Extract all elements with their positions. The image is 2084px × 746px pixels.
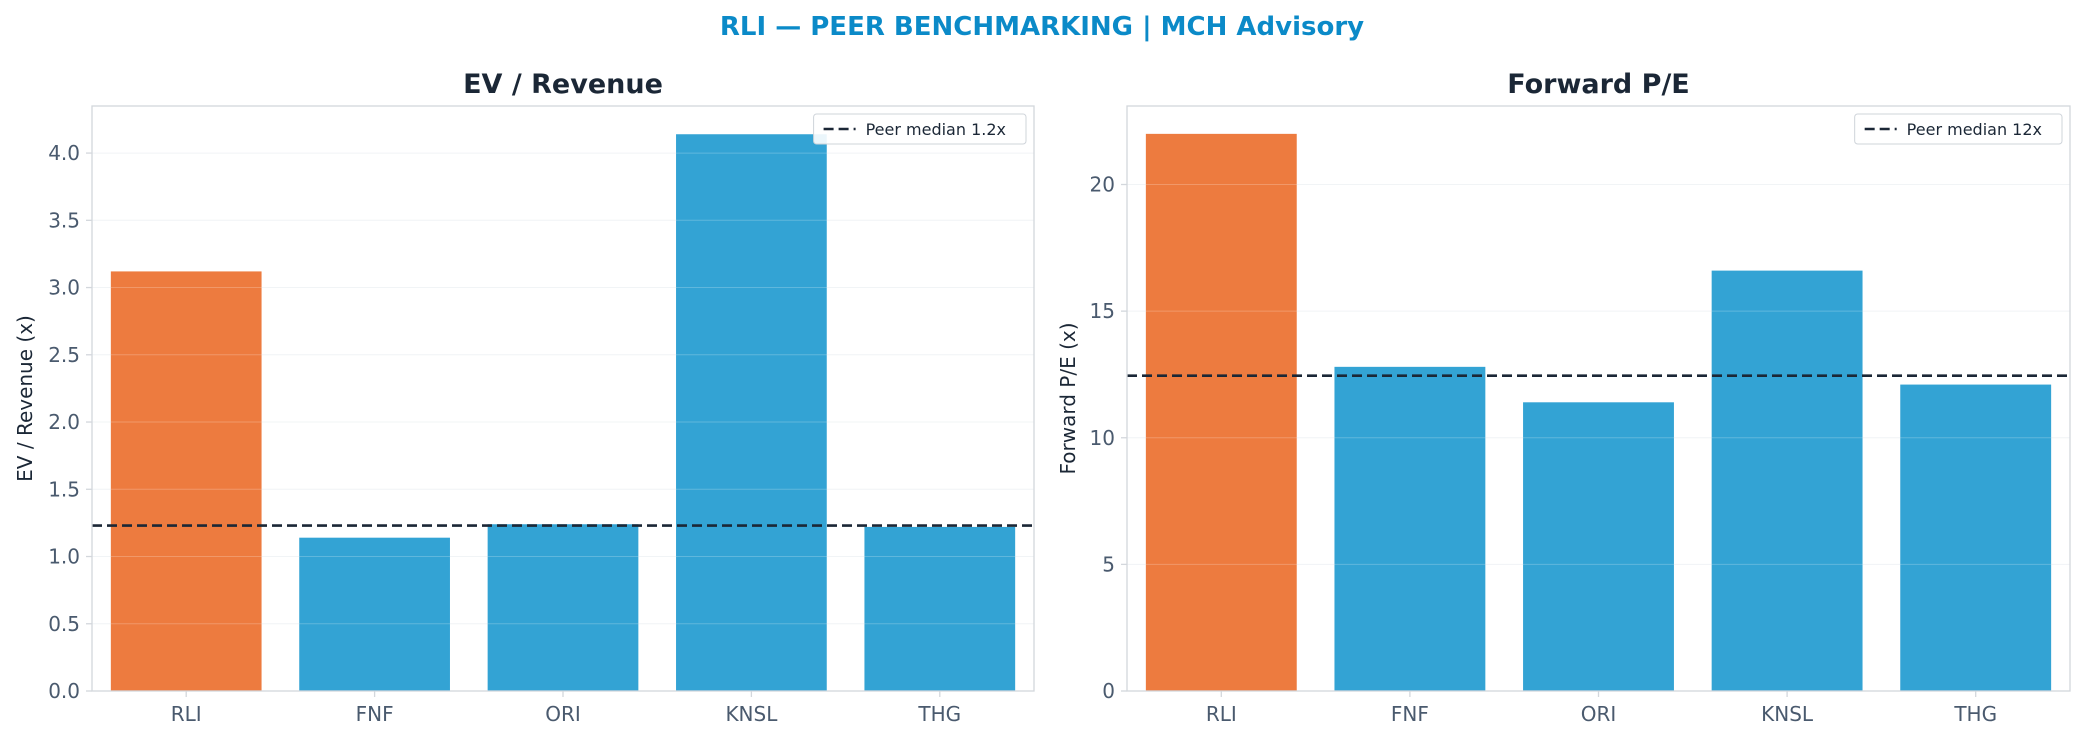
x-tick-label: THG xyxy=(1953,702,1997,726)
y-tick-label: 2.5 xyxy=(48,343,80,367)
legend-label: Peer median 12x xyxy=(1907,120,2042,139)
bar-ori xyxy=(1523,402,1674,691)
y-tick-label: 0 xyxy=(1102,679,1115,703)
y-axis-label: Forward P/E (x) xyxy=(1056,322,1080,474)
x-tick-label: ORI xyxy=(1581,702,1617,726)
chart-title: EV / Revenue xyxy=(463,69,663,100)
chart-panel-1: 0.0 0.5 1.0 1.5 2.0 2.5 3.0 3.5 4.0 RLI FNF ORI KNSL… xyxy=(13,69,1035,726)
legend: Peer median 12x xyxy=(1854,113,2063,145)
y-tick-label: 0.0 xyxy=(48,679,80,703)
y-tick-label: 2.0 xyxy=(48,410,80,434)
bar-knsl xyxy=(676,134,827,691)
x-tick-label: THG xyxy=(917,702,961,726)
y-tick-label: 10 xyxy=(1090,426,1115,450)
y-tick-label: 15 xyxy=(1090,299,1115,323)
y-tick-label: 0.5 xyxy=(48,612,80,636)
legend-box xyxy=(1854,113,2063,145)
legend-box xyxy=(813,113,1027,145)
x-tick-label: ORI xyxy=(545,702,581,726)
chart-panel-2: 0 5 10 15 20 RLI FNF ORI KNSL THG Forward P/E Forwa… xyxy=(1056,69,2071,726)
y-tick-label: 1.5 xyxy=(48,477,80,501)
bar-thg xyxy=(1900,384,2052,691)
x-tick-label: FNF xyxy=(356,702,394,726)
chart-title: Forward P/E xyxy=(1507,69,1690,100)
figure-title: RLI — PEER BENCHMARKING | MCH Advisory xyxy=(720,12,1364,42)
y-tick-label: 3.5 xyxy=(48,208,80,232)
legend: Peer median 1.2x xyxy=(813,113,1027,145)
x-tick-label: RLI xyxy=(1206,702,1237,726)
y-tick-label: 1.0 xyxy=(48,545,80,569)
bar-thg xyxy=(864,526,1016,691)
x-tick-label: FNF xyxy=(1391,702,1429,726)
y-tick-label: 20 xyxy=(1090,173,1115,197)
bar-rli xyxy=(1145,133,1297,691)
y-axis-label: EV / Revenue (x) xyxy=(13,315,37,482)
x-tick-label: KNSL xyxy=(1761,702,1814,726)
y-tick-label: 3.0 xyxy=(48,276,80,300)
y-tick-label: 4.0 xyxy=(48,141,80,165)
bar-knsl xyxy=(1711,270,1863,691)
x-tick-label: KNSL xyxy=(725,702,778,726)
legend-label: Peer median 1.2x xyxy=(866,120,1006,139)
bar-ori xyxy=(487,524,639,691)
x-tick-label: RLI xyxy=(171,702,202,726)
y-tick-label: 5 xyxy=(1102,552,1115,576)
bar-fnf xyxy=(299,537,450,691)
bar-fnf xyxy=(1334,366,1486,691)
bar-rli xyxy=(110,271,262,691)
